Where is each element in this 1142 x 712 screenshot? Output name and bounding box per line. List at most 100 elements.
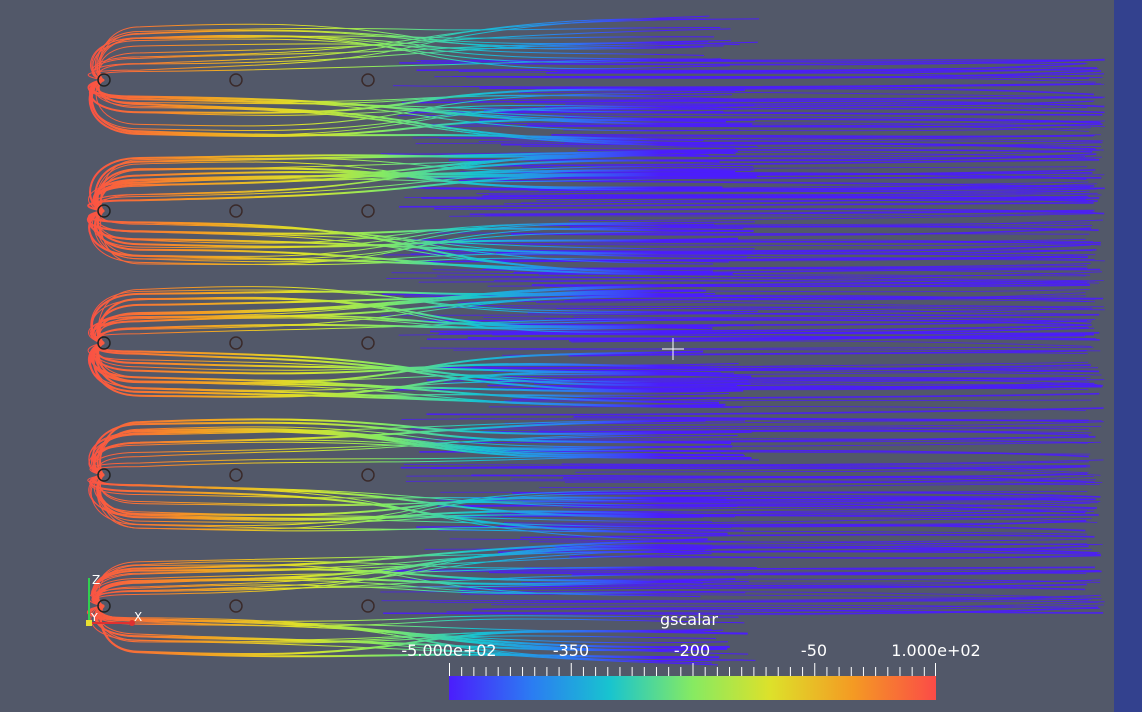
streamline bbox=[100, 210, 744, 266]
streamline bbox=[98, 43, 724, 81]
streamline bbox=[434, 73, 1104, 78]
streamline bbox=[96, 167, 723, 212]
streamline bbox=[98, 210, 712, 257]
streamline bbox=[399, 202, 1094, 208]
cylinder-marker bbox=[361, 73, 375, 87]
streamline bbox=[424, 122, 1105, 127]
streamline bbox=[94, 560, 739, 607]
cylinder-marker bbox=[229, 468, 243, 482]
streamline bbox=[99, 418, 710, 476]
x-axis-label: X bbox=[134, 610, 142, 624]
streamline bbox=[449, 538, 1098, 546]
streamline bbox=[94, 342, 743, 408]
streamline bbox=[438, 331, 1100, 335]
streamline bbox=[416, 519, 1087, 528]
streamline bbox=[449, 212, 1095, 217]
streamline bbox=[93, 42, 740, 81]
streamline bbox=[89, 454, 745, 476]
streamline bbox=[91, 342, 704, 384]
streamline bbox=[479, 83, 1095, 90]
streamline bbox=[500, 142, 1096, 150]
streamline bbox=[520, 195, 1089, 204]
streamline bbox=[556, 545, 1098, 554]
streamline bbox=[434, 207, 1105, 215]
streamline bbox=[93, 159, 720, 212]
streamline bbox=[459, 583, 1087, 590]
streamline bbox=[387, 151, 1096, 160]
streamline bbox=[446, 604, 1104, 614]
cylinder-marker bbox=[229, 336, 243, 350]
streamline bbox=[91, 439, 733, 476]
streamline bbox=[97, 210, 715, 244]
streamline bbox=[522, 166, 1088, 169]
streamline bbox=[91, 550, 750, 607]
streamline bbox=[87, 474, 738, 508]
streamline bbox=[97, 79, 734, 145]
streamline bbox=[411, 319, 1087, 326]
colorbar-label-min: -5.000e+02 bbox=[401, 641, 497, 660]
colorbar-label-4: -50 bbox=[800, 641, 828, 660]
streamline bbox=[98, 35, 731, 81]
streamline bbox=[96, 210, 756, 263]
right-panel-edge bbox=[1114, 0, 1142, 712]
streamline bbox=[98, 342, 751, 387]
streamline bbox=[503, 594, 1101, 603]
streamline bbox=[418, 279, 1099, 284]
color-legend-bar bbox=[449, 676, 936, 700]
streamline bbox=[563, 493, 1093, 498]
streamline bbox=[100, 605, 712, 664]
streamline bbox=[92, 289, 703, 344]
streamline bbox=[569, 213, 1094, 222]
streamline bbox=[94, 79, 748, 148]
streamline bbox=[433, 465, 1089, 474]
streamline bbox=[565, 59, 1105, 62]
streamline bbox=[539, 483, 1100, 489]
render-view[interactable]: gscalar -5.000e+02 -350 -200 -50 1.000e+… bbox=[0, 0, 1114, 712]
streamline bbox=[563, 601, 1099, 609]
streamline bbox=[90, 474, 728, 533]
streamline bbox=[575, 466, 1091, 473]
streamline bbox=[380, 590, 1102, 600]
cylinder-marker bbox=[229, 204, 243, 218]
streamline bbox=[511, 227, 1092, 236]
streamline bbox=[91, 35, 704, 81]
streamline bbox=[568, 349, 1087, 357]
streamline bbox=[459, 156, 1086, 161]
streamline bbox=[383, 606, 1099, 615]
streamline bbox=[87, 342, 737, 387]
streamline bbox=[538, 274, 1089, 282]
streamline bbox=[96, 547, 705, 607]
streamline bbox=[99, 474, 705, 507]
streamline bbox=[96, 210, 739, 248]
y-axis-label: Y bbox=[90, 611, 98, 624]
streamline bbox=[466, 70, 1102, 79]
streamline bbox=[426, 407, 1104, 416]
streamline bbox=[472, 607, 1104, 614]
streamline bbox=[93, 434, 738, 476]
cylinder-marker bbox=[229, 599, 243, 613]
streamline bbox=[95, 79, 735, 127]
streamline bbox=[93, 210, 726, 260]
streamline bbox=[440, 491, 1088, 493]
streamline bbox=[430, 324, 1092, 333]
streamline bbox=[488, 406, 1086, 412]
streamline bbox=[100, 152, 734, 212]
streamline bbox=[99, 285, 750, 344]
streamline bbox=[483, 366, 1099, 370]
streamline bbox=[100, 148, 736, 212]
streamline bbox=[93, 342, 729, 396]
streamline bbox=[561, 463, 1091, 467]
streamline bbox=[521, 238, 1086, 243]
streamline bbox=[91, 474, 704, 518]
streamline bbox=[417, 441, 1094, 444]
streamline bbox=[403, 459, 1104, 466]
streamline bbox=[428, 232, 1090, 235]
colorbar-label-3: -200 bbox=[673, 641, 711, 660]
streamline bbox=[96, 342, 744, 393]
streamline bbox=[95, 545, 711, 607]
streamline bbox=[460, 254, 1090, 262]
streamline bbox=[87, 172, 741, 212]
streamline bbox=[92, 574, 749, 607]
streamline bbox=[530, 512, 1099, 517]
streamline bbox=[518, 91, 1105, 98]
